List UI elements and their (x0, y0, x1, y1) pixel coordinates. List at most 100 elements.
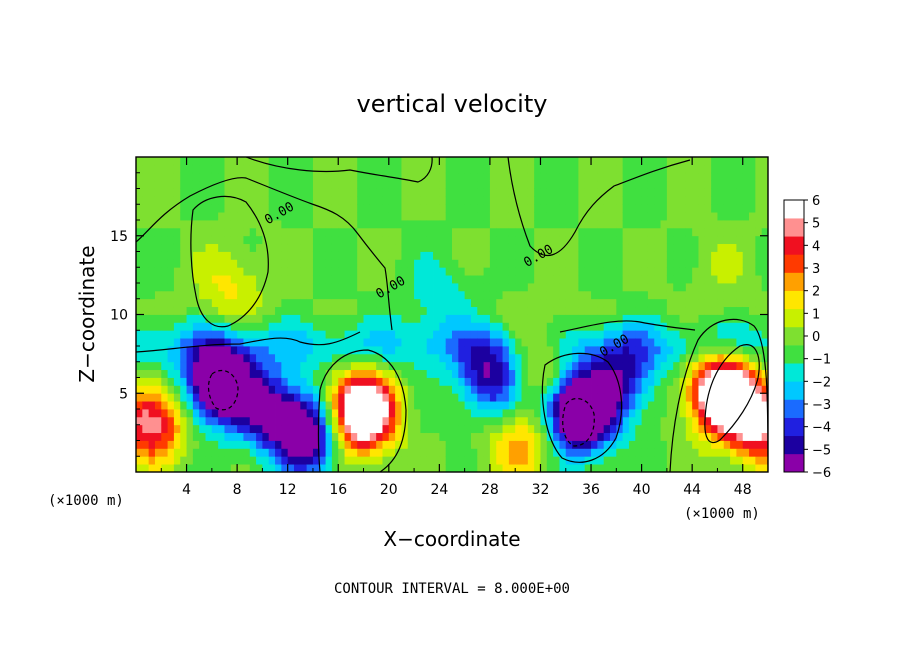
heatmap-cell (489, 259, 497, 268)
heatmap-cell (458, 212, 466, 221)
heatmap-cell (414, 204, 421, 213)
heatmap-cell (736, 424, 744, 434)
heatmap-cell (148, 227, 156, 237)
heatmap-cell (344, 456, 352, 465)
heatmap-cell (534, 164, 541, 174)
heatmap-cell (369, 298, 377, 308)
heatmap-cell (161, 172, 168, 182)
heatmap-cell (496, 385, 503, 394)
heatmap-cell (692, 456, 699, 465)
heatmap-cell (350, 409, 358, 418)
heatmap-cell (565, 227, 573, 237)
heatmap-cell (243, 220, 251, 229)
heatmap-cell (420, 314, 428, 323)
heatmap-cell (224, 259, 232, 268)
heatmap-cell (572, 314, 579, 323)
heatmap-cell (186, 306, 194, 315)
heatmap-cell (331, 220, 339, 229)
heatmap-cell (521, 298, 529, 308)
heatmap-cell (679, 267, 687, 276)
heatmap-cell (350, 188, 358, 197)
heatmap-cell (584, 172, 592, 182)
colorbar-swatch (784, 218, 804, 237)
heatmap-cell (654, 346, 661, 355)
heatmap-cell (173, 243, 181, 252)
heatmap-cell (673, 275, 680, 284)
heatmap-cell (666, 314, 674, 323)
heatmap-cell (578, 338, 586, 347)
heatmap-cell (673, 180, 680, 189)
heatmap-cell (641, 196, 649, 205)
heatmap-cell (452, 196, 459, 205)
heatmap-cell (218, 346, 225, 355)
heatmap-cell (142, 212, 150, 221)
heatmap-cell (477, 290, 484, 300)
heatmap-cell (527, 416, 535, 426)
heatmap-cell (445, 306, 453, 315)
heatmap-cell (331, 401, 339, 410)
heatmap-cell (749, 220, 756, 229)
heatmap-cell (382, 409, 390, 418)
heatmap-cell (717, 464, 725, 472)
heatmap-cell (502, 235, 510, 245)
heatmap-cell (256, 283, 263, 292)
heatmap-cell (161, 409, 168, 418)
heatmap-cell (755, 259, 763, 268)
heatmap-cell (553, 432, 560, 441)
heatmap-cell (679, 290, 687, 300)
heatmap-cell (237, 338, 244, 347)
heatmap-cell (736, 432, 744, 441)
heatmap-cell (275, 235, 282, 245)
heatmap-cell (357, 172, 364, 182)
heatmap-cell (211, 409, 219, 418)
heatmap-cell (136, 235, 143, 245)
heatmap-cell (376, 259, 383, 268)
heatmap-cell (281, 290, 289, 300)
heatmap-cell (401, 464, 409, 472)
heatmap-cell (199, 212, 206, 221)
heatmap-cell (692, 409, 699, 418)
heatmap-cell (325, 353, 333, 363)
heatmap-cell (224, 409, 232, 418)
heatmap-cell (376, 464, 383, 472)
heatmap-cell (306, 164, 314, 174)
heatmap-cell (610, 227, 617, 237)
heatmap-cell (723, 432, 731, 441)
heatmap-cell (319, 409, 326, 418)
heatmap-cell (527, 432, 535, 441)
heatmap-cell (211, 227, 219, 237)
heatmap-cell (477, 157, 484, 166)
heatmap-cell (243, 440, 251, 449)
heatmap-cell (433, 306, 440, 315)
heatmap-cell (717, 275, 725, 284)
heatmap-cell (224, 188, 232, 197)
heatmap-cell (256, 188, 263, 197)
heatmap-cell (628, 330, 636, 339)
heatmap-cell (224, 227, 232, 237)
heatmap-cell (287, 338, 295, 347)
heatmap-cell (414, 369, 421, 378)
heatmap-cell (546, 377, 554, 386)
heatmap-cell (300, 456, 308, 465)
heatmap-cell (692, 314, 699, 323)
heatmap-cell (591, 283, 598, 292)
heatmap-cell (515, 251, 522, 260)
heatmap-cell (395, 220, 402, 229)
heatmap-cell (628, 259, 636, 268)
heatmap-cell (433, 377, 440, 386)
heatmap-cell (262, 393, 270, 402)
heatmap-cell (736, 196, 744, 205)
heatmap-cell (211, 157, 219, 166)
heatmap-cell (641, 448, 649, 457)
heatmap-cell (294, 440, 301, 449)
heatmap-cell (205, 330, 213, 339)
heatmap-cell (167, 314, 175, 323)
heatmap-cell (426, 353, 434, 363)
heatmap-cell (357, 283, 364, 292)
heatmap-cell (331, 227, 339, 237)
heatmap-cell (199, 164, 206, 174)
heatmap-cell (647, 283, 655, 292)
heatmap-cell (559, 353, 567, 363)
heatmap-cell (452, 338, 459, 347)
heatmap-cell (173, 188, 181, 197)
